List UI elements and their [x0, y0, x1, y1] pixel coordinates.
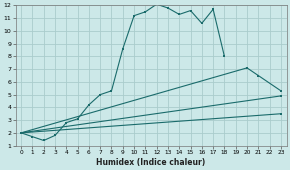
X-axis label: Humidex (Indice chaleur): Humidex (Indice chaleur) — [96, 158, 206, 167]
